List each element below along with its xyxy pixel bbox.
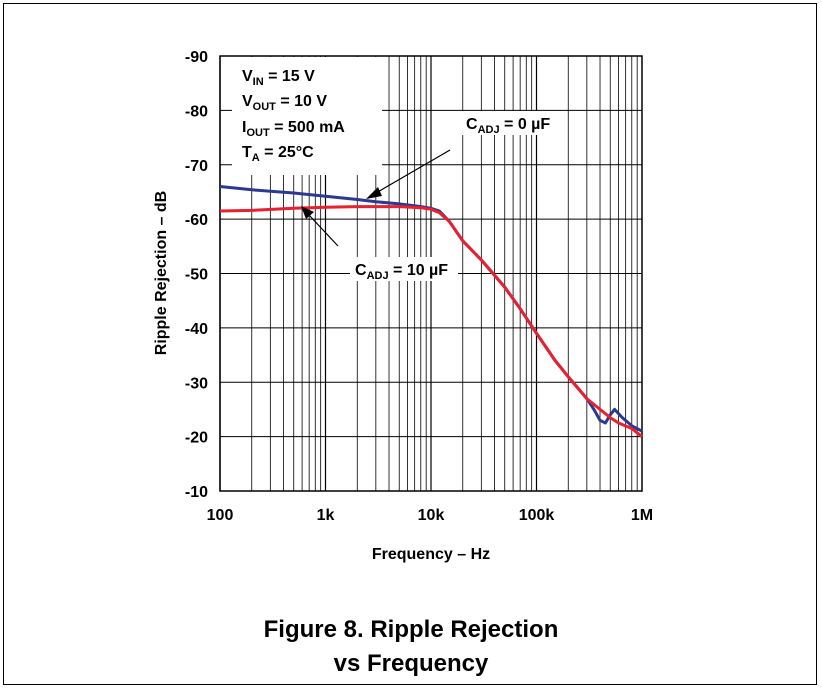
figure-caption-line2: vs Frequency (333, 650, 489, 677)
x-tick-label: 100 (207, 507, 234, 524)
y-tick-label: -40 (185, 321, 208, 338)
cadj10-label-bg (350, 257, 458, 281)
x-tick-label: 10k (418, 507, 445, 524)
plot-border (219, 55, 643, 492)
y-tick-label: -70 (185, 158, 208, 175)
x-tick-labels: 100 1k 10k 100k 1M (207, 507, 653, 524)
figure-frame (3, 3, 817, 685)
y-tick-label: -20 (185, 430, 208, 447)
x-tick-label: 1M (631, 507, 653, 524)
annotation-arrows (301, 149, 451, 247)
condition-ta: TA = 25°C (242, 144, 314, 164)
y-tick-label: -10 (185, 484, 208, 501)
cadj0-label-bg (460, 111, 560, 135)
condition-iout: IOUT = 500 mA (242, 119, 345, 139)
y-tick-label: -90 (185, 49, 208, 66)
x-tick-label: 1k (317, 507, 335, 524)
cadj0-label: CADJ = 0 µF (466, 116, 550, 136)
arrow-cadj0-line (375, 149, 451, 194)
arrow-cadj10-head (301, 206, 314, 219)
arrow-cadj10-line (308, 214, 339, 247)
conditions-box (232, 57, 382, 175)
y-tick-labels: -90 -80 -70 -60 -50 -40 -30 -20 -10 (185, 49, 208, 501)
condition-vin: VIN = 15 V (242, 68, 315, 88)
y-tick-label: -80 (185, 103, 208, 120)
y-tick-label: -50 (185, 267, 208, 284)
x-tick-label: 100k (519, 507, 555, 524)
y-axis-title: Ripple Rejection – dB (153, 191, 170, 355)
ripple-rejection-chart: -90 -80 -70 -60 -50 -40 -30 -20 -10 100 1k 10k 100k… (153, 49, 653, 563)
cadj10-label: CADJ = 10 µF (355, 262, 448, 282)
series-group (219, 185, 643, 438)
condition-vout: VOUT = 10 V (242, 93, 327, 113)
x-axis-title: Frequency – Hz (372, 546, 490, 563)
series-line-cadj-10uf (219, 205, 643, 438)
y-tick-label: -30 (185, 375, 208, 392)
arrow-cadj0-head (366, 187, 382, 199)
y-tick-label: -60 (185, 212, 208, 229)
figure-caption-line1: Figure 8. Ripple Rejection (263, 616, 559, 643)
